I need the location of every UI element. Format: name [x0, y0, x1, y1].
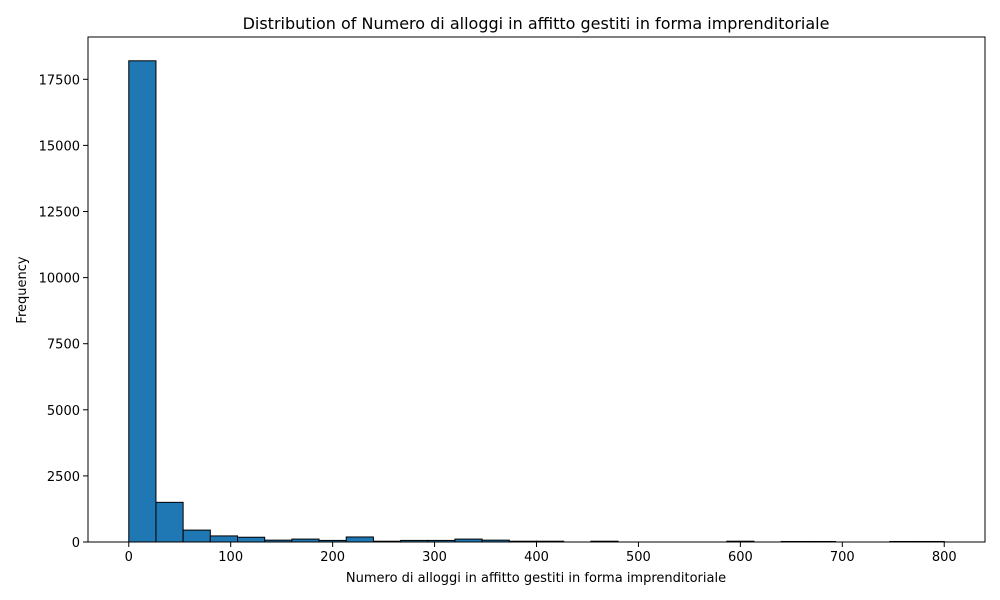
y-tick-label-10000: 10000	[39, 272, 80, 287]
bars-layer	[128, 60, 945, 543]
histogram-bar-8	[345, 536, 374, 543]
y-tick-label-0: 0	[72, 536, 80, 551]
y-axis-label: Frequency	[15, 256, 30, 323]
histogram-bar-4	[237, 536, 266, 543]
histogram-bar-2	[182, 529, 211, 543]
histogram-bar-0	[128, 60, 157, 543]
y-tick-label-12500: 12500	[39, 206, 80, 221]
y-axis: 0 2500 5000 7500 10000 12500 15000 17500	[39, 73, 88, 551]
x-tick-label-800: 800	[932, 550, 957, 565]
y-tick-label-5000: 5000	[47, 404, 80, 419]
x-tick-label-500: 500	[626, 550, 651, 565]
x-tick-label-100: 100	[218, 550, 243, 565]
x-tick-label-0: 0	[125, 550, 133, 565]
x-tick-label-200: 200	[320, 550, 345, 565]
x-tick-label-300: 300	[422, 550, 447, 565]
y-tick-label-17500: 17500	[39, 73, 80, 88]
chart-title: Distribution of Numero di alloggi in aff…	[243, 14, 830, 33]
y-tick-label-2500: 2500	[47, 470, 80, 485]
histogram-bar-3	[209, 535, 239, 543]
x-tick-label-700: 700	[830, 550, 855, 565]
x-tick-label-400: 400	[524, 550, 549, 565]
plot-frame	[87, 36, 986, 543]
x-tick-label-600: 600	[728, 550, 753, 565]
x-axis-label: Numero di alloggi in affitto gestiti in …	[346, 571, 726, 586]
y-tick-label-7500: 7500	[47, 338, 80, 353]
x-axis: 0 100 200 300 400 500 600 700 800	[125, 542, 957, 565]
y-tick-label-15000: 15000	[39, 139, 80, 154]
histogram-bar-1	[155, 501, 184, 543]
